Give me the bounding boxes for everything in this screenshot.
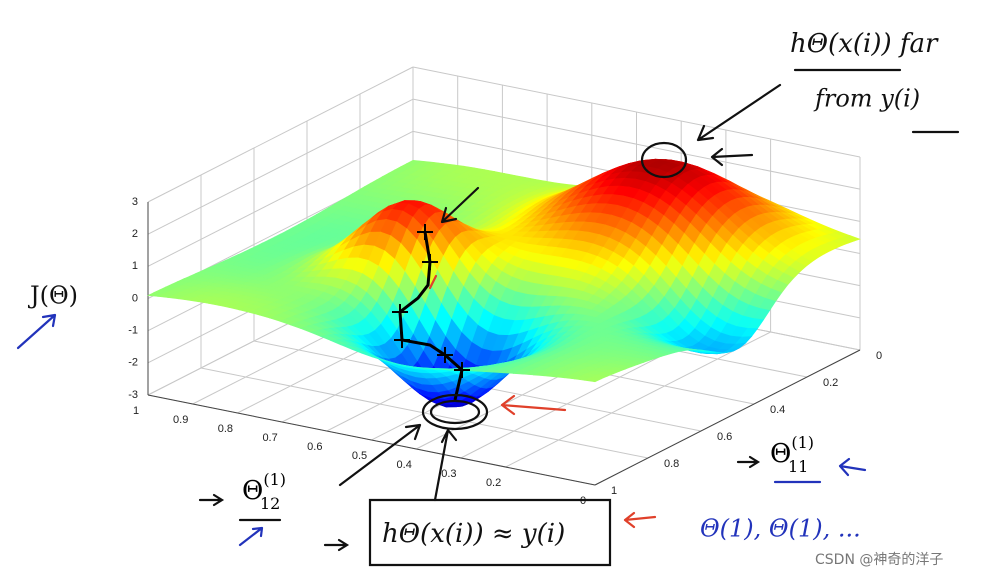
z-tick-label: 0: [132, 292, 138, 304]
y-axis: [594, 349, 861, 486]
annotation-examples: Θ(1), Θ(1), ...: [700, 515, 861, 543]
z-tick-label: 3: [132, 196, 138, 208]
y-tick-label: 0.4: [770, 404, 785, 416]
x-tick-label: 0.6: [307, 441, 322, 453]
descent-path: [398, 231, 464, 401]
surface-patch: [583, 377, 603, 383]
z-grid-line: [147, 98, 414, 235]
x-tick-label: 0.8: [218, 423, 233, 435]
x-grid-line: [505, 331, 771, 468]
y-tick-label: 0.6: [717, 431, 732, 443]
z-axis-label: J(Θ): [27, 282, 78, 310]
annotation-far-top: hΘ(x(i)) far: [790, 29, 939, 59]
y-tick-label: 1: [611, 485, 617, 497]
annotation-far-bottom: from y(i): [813, 85, 920, 113]
z-tick-label: 2: [132, 228, 138, 240]
x-label-base: Θ: [242, 476, 263, 506]
watermark: CSDN @神奇的洋子: [815, 551, 943, 568]
z-tick-label: 1: [132, 260, 138, 272]
y-axis-label: Θ(1) 11: [770, 433, 814, 476]
descent-steps: [392, 224, 470, 378]
x-tick-label: 0.3: [441, 468, 456, 480]
z-grid-line: [147, 66, 414, 203]
x-tick-label: 0.7: [262, 432, 277, 444]
z-grid-line: [147, 130, 414, 267]
y-label-sup: (1): [791, 433, 814, 452]
z-tick-label: -3: [128, 389, 138, 401]
x-tick-label: 1: [133, 405, 139, 417]
x-tick-label: 0.5: [352, 450, 367, 462]
x-axis-label: Θ(1) 12: [242, 470, 286, 513]
annotation-marks: [198, 68, 960, 567]
z-tick-label: -1: [128, 325, 138, 337]
blue-marks: [16, 313, 867, 547]
y-tick-label: 0.2: [823, 377, 838, 389]
y-label-base: Θ: [770, 439, 791, 469]
y-label-sub: 11: [788, 457, 808, 476]
x-label-sup: (1): [263, 470, 286, 489]
tick-labels: 3210-1-2-310.90.80.70.60.50.40.30.2000.2…: [128, 196, 882, 507]
annotation-near: hΘ(x(i)) ≈ y(i): [382, 519, 565, 549]
surface: [146, 158, 861, 408]
y-tick-label: 0.8: [664, 458, 679, 470]
x-tick-label: 0.9: [173, 414, 188, 426]
x-tick-label: 0.2: [486, 477, 501, 489]
y-grid-line: [200, 367, 649, 459]
x-tick-label: 0.4: [397, 459, 412, 471]
x-label-sub: 12: [260, 494, 280, 513]
z-tick-label: -2: [128, 357, 138, 369]
red-arrows: [428, 274, 657, 529]
y-tick-label: 0: [876, 350, 882, 362]
x-axis: [147, 394, 596, 486]
